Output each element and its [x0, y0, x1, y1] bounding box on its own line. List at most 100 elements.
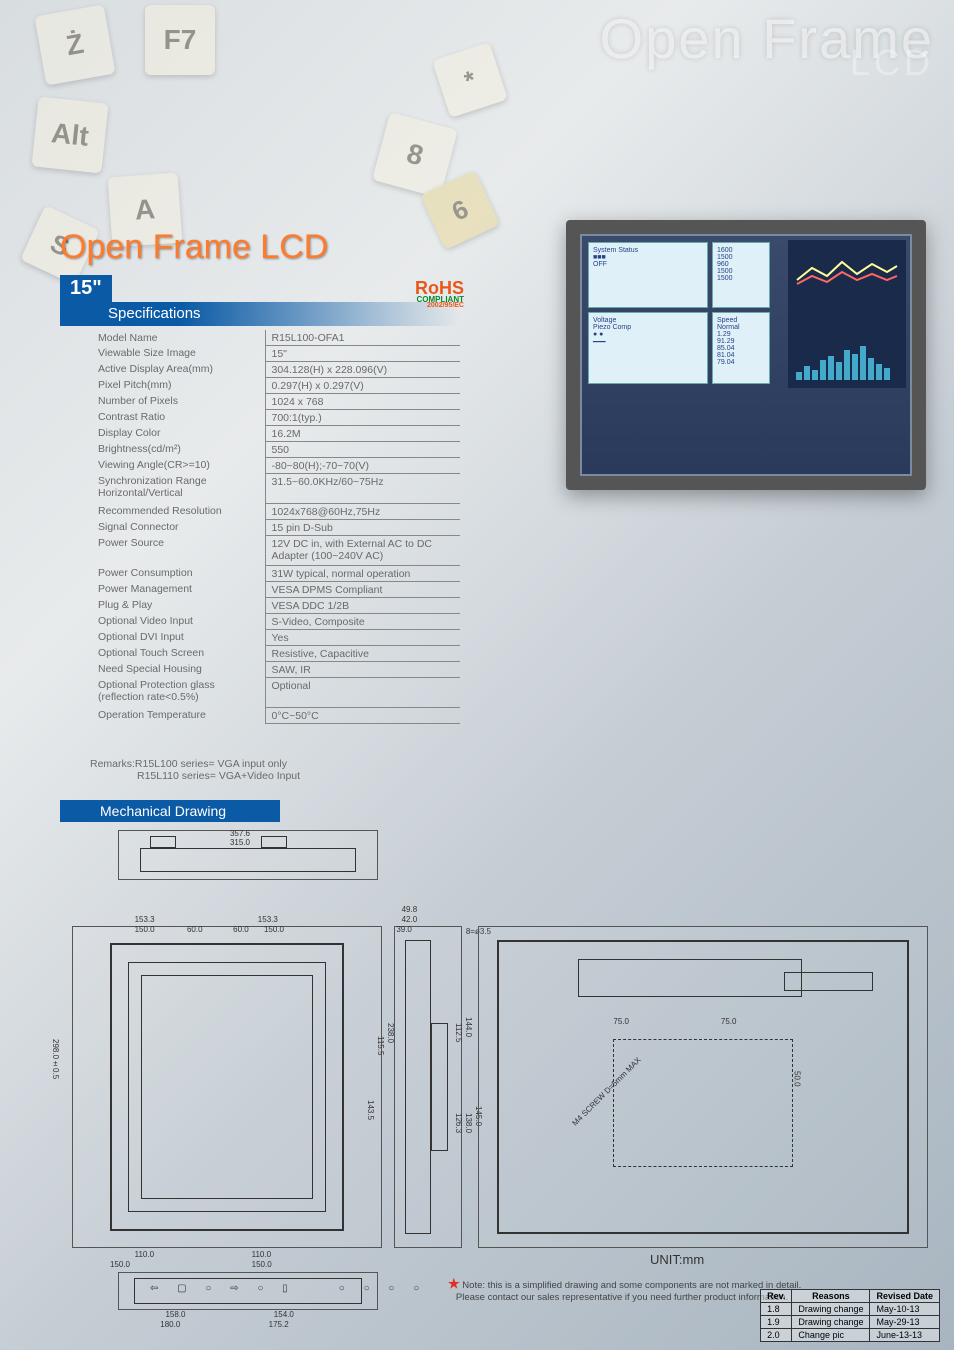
- bar-graph-icon: [796, 336, 898, 380]
- osd-panel: System Status■■■OFF: [588, 242, 708, 308]
- rev-header: Rev.: [761, 1290, 792, 1303]
- dim: 150.0: [264, 925, 284, 934]
- spec-label: Operation Temperature: [90, 708, 265, 724]
- dim: 154.0: [274, 1310, 294, 1319]
- dim: 150.0: [135, 925, 155, 934]
- dim: 150.0: [110, 1260, 130, 1269]
- line-graph-icon: [796, 250, 898, 290]
- spec-label: Power Source: [90, 536, 265, 566]
- spec-label: Optional Touch Screen: [90, 646, 265, 662]
- dim: 60.0: [187, 925, 203, 934]
- rev-cell: Drawing change: [792, 1303, 870, 1316]
- dim: 175.2: [269, 1320, 289, 1329]
- revision-table: Rev.ReasonsRevised Date 1.8Drawing chang…: [760, 1289, 940, 1342]
- monitor-screen: System Status■■■OFF 1600150096015001500 …: [580, 234, 912, 476]
- osd-panel: SpeedNormal1.2991.2985.0481.0479.04: [712, 312, 770, 384]
- spec-value: S-Video, Composite: [265, 614, 460, 630]
- rev-cell: Change pic: [792, 1329, 870, 1342]
- rev-cell: 1.8: [761, 1303, 792, 1316]
- spec-label: Recommended Resolution: [90, 504, 265, 520]
- spec-label: Power Consumption: [90, 566, 265, 582]
- dim: 42.0: [402, 915, 418, 924]
- dim: 110.0: [135, 1250, 154, 1259]
- spec-label: Synchronization Range Horizontal/Vertica…: [90, 474, 265, 504]
- dim: 75.0: [721, 1017, 737, 1026]
- rev-cell: Drawing change: [792, 1316, 870, 1329]
- dim: 298.0±0.5: [51, 1039, 60, 1079]
- dim: 143.5: [366, 1100, 375, 1120]
- spec-value: 700:1(typ.): [265, 410, 460, 426]
- spec-value: 0°C~50°C: [265, 708, 460, 724]
- dim: 144.0: [464, 1017, 473, 1037]
- spec-value: 1024 x 768: [265, 394, 460, 410]
- spec-label: Signal Connector: [90, 520, 265, 536]
- osd-graph-area: [788, 240, 906, 388]
- spec-label: Optional Video Input: [90, 614, 265, 630]
- spec-value: R15L100-OFA1: [265, 330, 460, 346]
- tile: F7: [145, 5, 215, 75]
- spec-value: 15 pin D-Sub: [265, 520, 460, 536]
- button-icons: ⇦ ▢ ○ ⇨ ○ ▯ ○ ○ ○ ○: [150, 1283, 427, 1294]
- spec-label: Optional DVI Input: [90, 630, 265, 646]
- spec-label: Pixel Pitch(mm): [90, 378, 265, 394]
- page-subtitle: LCD: [850, 42, 934, 84]
- spec-label: Number of Pixels: [90, 394, 265, 410]
- spec-value: 15": [265, 346, 460, 362]
- rev-cell: May-29-13: [870, 1316, 940, 1329]
- spec-value: 31.5~60.0KHz/60~75Hz: [265, 474, 460, 504]
- spec-value: 550: [265, 442, 460, 458]
- spec-label: Display Color: [90, 426, 265, 442]
- rev-header: Reasons: [792, 1290, 870, 1303]
- drawing-front-view: 153.3 153.3 150.0 60.0 60.0 150.0 110.0 …: [72, 926, 382, 1248]
- mechanical-header: Mechanical Drawing: [60, 800, 280, 822]
- spec-value: SAW, IR: [265, 662, 460, 678]
- rohs-badge: RoHS COMPLIANT 2002/95/EC: [410, 280, 464, 310]
- tile: Alt: [32, 97, 109, 174]
- spec-value: 16.2M: [265, 426, 460, 442]
- dim: 39.0: [396, 925, 412, 934]
- spec-header: Specifications: [60, 302, 460, 326]
- dim: 153.3: [135, 915, 155, 924]
- spec-value: 1024x768@60Hz,75Hz: [265, 504, 460, 520]
- rev-cell: May-10-13: [870, 1303, 940, 1316]
- note-line: Note: this is a simplified drawing and s…: [462, 1280, 801, 1291]
- spec-value: 0.297(H) x 0.297(V): [265, 378, 460, 394]
- remarks-line: Remarks:R15L100 series= VGA input only: [90, 758, 300, 770]
- osd-panel: 1600150096015001500: [712, 242, 770, 308]
- rev-cell: June-13-13: [870, 1329, 940, 1342]
- dim: 315.0: [230, 838, 250, 847]
- rohs-line1: RoHS: [410, 280, 464, 296]
- rev-cell: 2.0: [761, 1329, 792, 1342]
- rohs-line3: 2002/95/EC: [410, 303, 464, 309]
- spec-value: Resistive, Capacitive: [265, 646, 460, 662]
- spec-label: Model Name: [90, 330, 265, 346]
- dim: 110.0: [252, 1250, 271, 1259]
- spec-value: VESA DDC 1/2B: [265, 598, 460, 614]
- size-badge: 15": [60, 275, 112, 302]
- dim: 50.0: [793, 1071, 802, 1087]
- spec-value: Yes: [265, 630, 460, 646]
- dim: 75.0: [613, 1017, 629, 1026]
- dim: 357.6: [230, 829, 250, 838]
- drawing-side-view: 49.8 42.0 39.0 8=ø3.5 112.5 144.0 126.3 …: [394, 926, 462, 1248]
- unit-label: UNIT:mm: [650, 1252, 704, 1267]
- spec-label: Power Management: [90, 582, 265, 598]
- spec-label: Need Special Housing: [90, 662, 265, 678]
- spec-label: Viewable Size Image: [90, 346, 265, 362]
- dim: 158.0: [165, 1310, 185, 1319]
- dim: 126.3: [454, 1113, 463, 1133]
- spec-value: -80~80(H);-70~70(V): [265, 458, 460, 474]
- spec-label: Plug & Play: [90, 598, 265, 614]
- footnote: ★ Note: this is a simplified drawing and…: [448, 1276, 801, 1304]
- remarks: Remarks:R15L100 series= VGA input only R…: [90, 758, 300, 782]
- spec-label: Contrast Ratio: [90, 410, 265, 426]
- dim: 138.0: [464, 1113, 473, 1133]
- spec-value: 304.128(H) x 228.096(V): [265, 362, 460, 378]
- monitor-preview: System Status■■■OFF 1600150096015001500 …: [566, 220, 926, 490]
- spec-value: 12V DC in, with External AC to DC Adapte…: [265, 536, 460, 566]
- dim: 49.8: [402, 905, 418, 914]
- osd-panel: VoltagePiezo Comp● ●━━━: [588, 312, 708, 384]
- dim: 60.0: [233, 925, 249, 934]
- dim: 115.5: [376, 1036, 385, 1055]
- rev-cell: 1.9: [761, 1316, 792, 1329]
